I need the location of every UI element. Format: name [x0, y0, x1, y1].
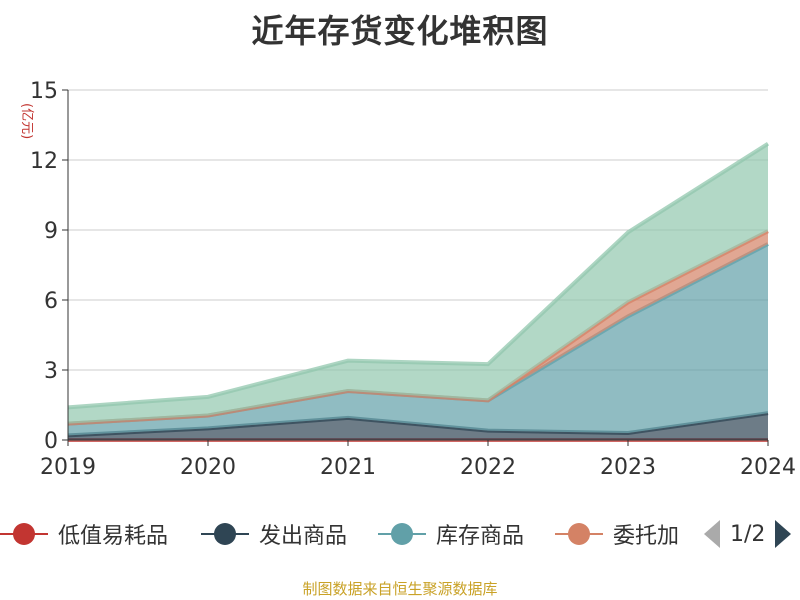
y-tick-label: 15: [30, 79, 58, 104]
legend-dot: [391, 523, 413, 545]
x-tick-label: 2023: [600, 455, 656, 480]
legend-label: 委托加: [613, 524, 680, 549]
legend-swatch-icon: [201, 522, 249, 546]
y-tick-label: 3: [44, 359, 58, 384]
y-tick-label: 6: [44, 289, 58, 314]
x-tick-label: 2020: [180, 455, 236, 480]
legend-label: 发出商品: [259, 524, 348, 549]
next-page-icon[interactable]: [775, 520, 792, 548]
x-tick-label: 2024: [740, 455, 796, 480]
legend-dot: [13, 523, 35, 545]
area-series-2: [68, 244, 768, 436]
legend-dot: [568, 523, 590, 545]
legend-dot: [214, 523, 236, 545]
legend-swatch-icon: [378, 522, 426, 546]
x-tick-label: 2019: [40, 455, 96, 480]
data-source-note: 制图数据来自恒生聚源数据库: [302, 580, 498, 598]
legend-item-0[interactable]: 低值易耗品: [0, 516, 168, 552]
legend-item-2[interactable]: 库存商品: [378, 516, 524, 552]
chart-title: 近年存货变化堆积图: [251, 12, 549, 50]
area-series-4: [68, 143, 768, 424]
legend-page-indicator: 1/2: [730, 521, 766, 547]
y-tick-label: 9: [44, 219, 58, 244]
legend-label: 低值易耗品: [58, 524, 169, 549]
legend-swatch-icon: [555, 522, 603, 546]
y-tick-label: 0: [44, 429, 58, 454]
legend-item-1[interactable]: 发出商品: [201, 516, 347, 552]
x-tick-label: 2021: [320, 455, 376, 480]
stacked-area-chart: 0 3 6 9 12 15 2019 2020 2021 2022 2023 2024: [30, 79, 796, 480]
legend: 低值易耗品 发出商品 库存商品 委托加: [0, 516, 800, 552]
x-tick-label: 2022: [460, 455, 516, 480]
series-line-4: [67, 141, 770, 410]
legend-pager: 1/2: [700, 516, 800, 552]
y-tick-label: 12: [30, 149, 58, 174]
legend-label: 库存商品: [436, 524, 525, 549]
legend-item-3[interactable]: 委托加: [555, 516, 679, 552]
legend-swatch-icon: [0, 522, 48, 546]
prev-page-icon[interactable]: [704, 520, 720, 548]
